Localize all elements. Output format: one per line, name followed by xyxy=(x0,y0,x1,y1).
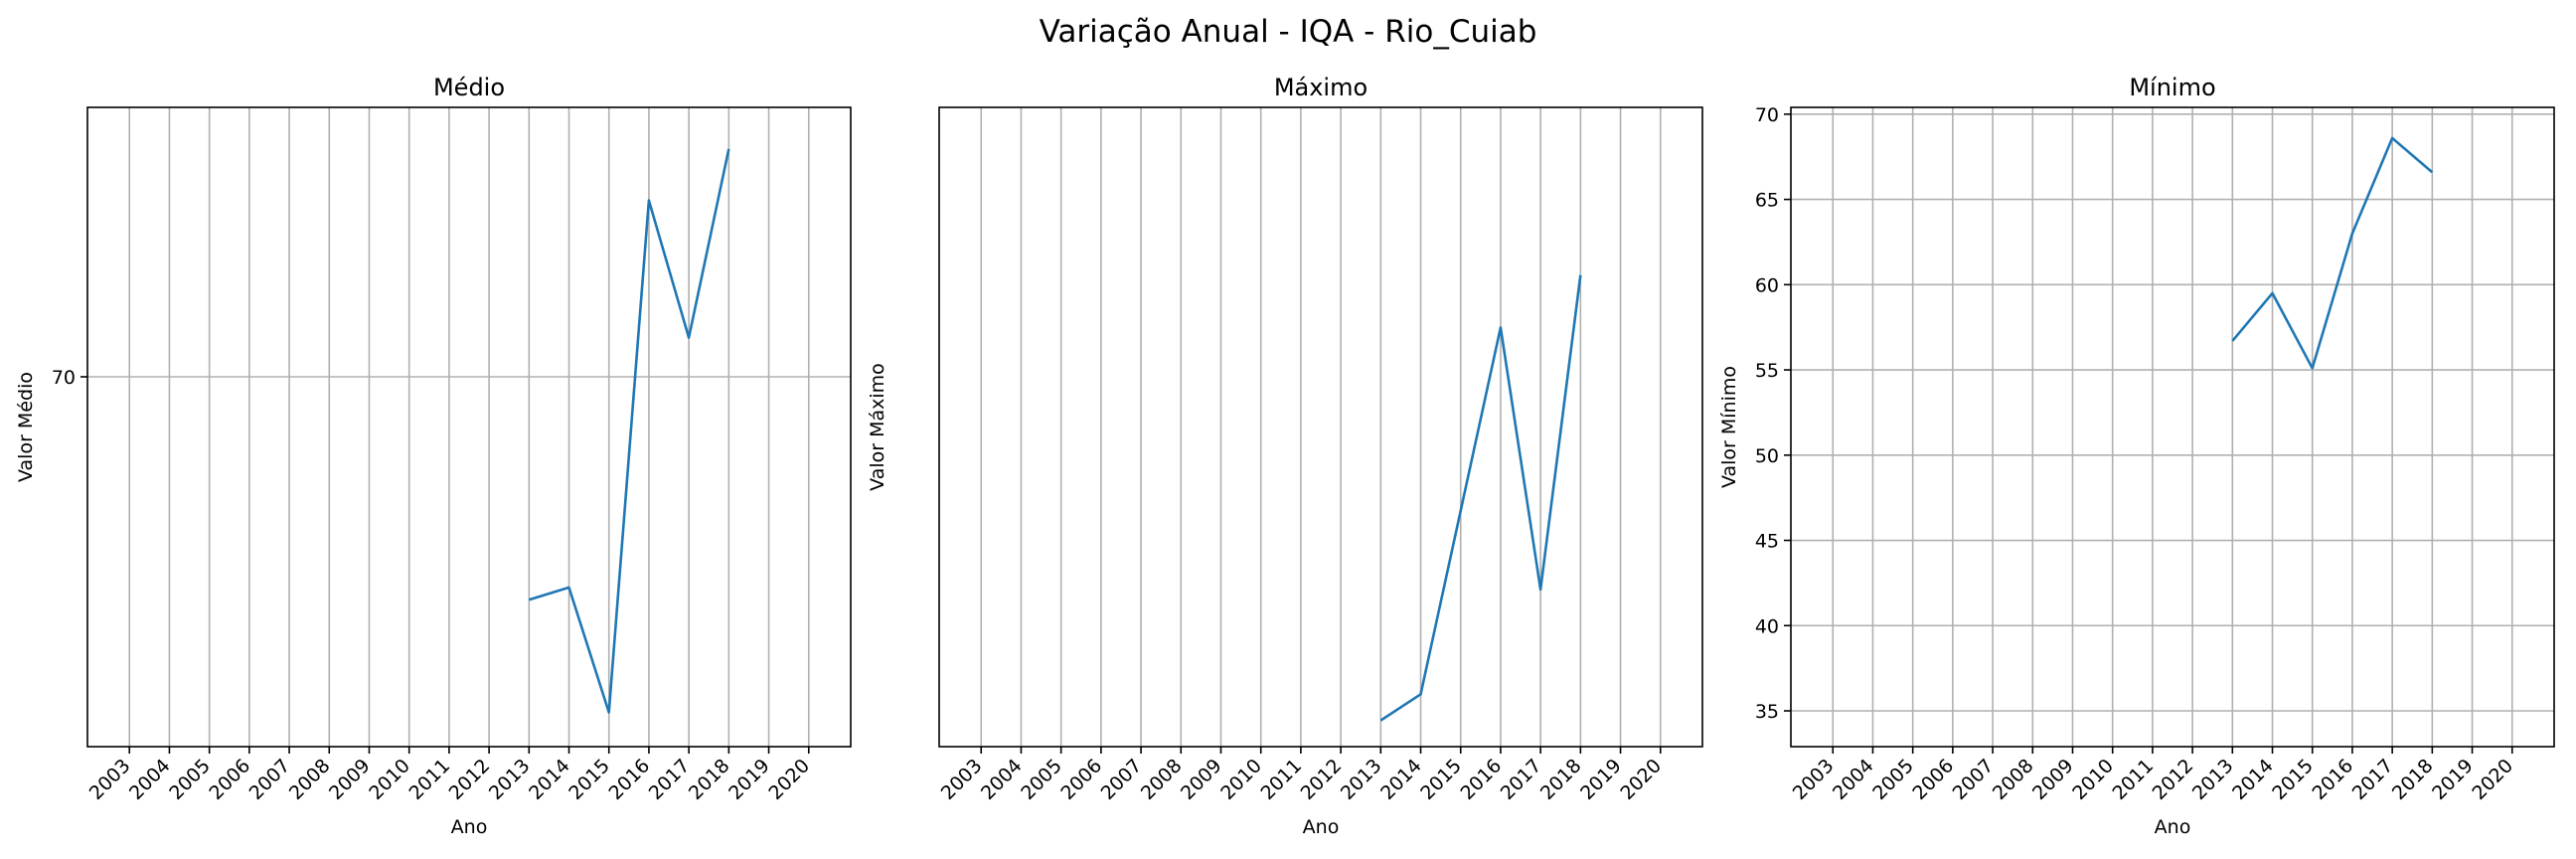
x-tick-label: 2011 xyxy=(404,755,454,804)
x-tick-label: 2019 xyxy=(724,755,774,804)
figure-title: Variação Anual - IQA - Rio_Cuiab xyxy=(1040,14,1537,50)
x-axis-label: Ano xyxy=(2155,816,2191,838)
x-tick-label: 2019 xyxy=(2428,755,2478,804)
x-tick-label: 2012 xyxy=(445,755,495,804)
x-tick-label: 2006 xyxy=(205,755,254,804)
x-tick-label: 2015 xyxy=(1416,755,1466,804)
x-tick-label: 2003 xyxy=(937,755,987,804)
y-tick-label: 35 xyxy=(1755,701,1779,723)
x-tick-label: 2018 xyxy=(685,755,734,804)
x-tick-label: 2015 xyxy=(2268,755,2318,804)
x-tick-label: 2016 xyxy=(604,755,654,804)
x-tick-label: 2012 xyxy=(2149,755,2198,804)
x-tick-label: 2019 xyxy=(1576,755,1626,804)
x-tick-label: 2010 xyxy=(365,755,414,804)
x-tick-label: 2003 xyxy=(85,755,135,804)
y-tick-label: 70 xyxy=(52,367,76,389)
x-tick-label: 2010 xyxy=(2068,755,2118,804)
x-tick-label: 2008 xyxy=(285,755,335,804)
x-tick-label: 2004 xyxy=(1829,755,1878,804)
x-tick-label: 2020 xyxy=(2468,755,2517,804)
panel-maximo: 2003200420052006200720082009201020112012… xyxy=(867,74,1703,838)
x-tick-label: 2005 xyxy=(1017,755,1066,804)
axes-frame xyxy=(938,106,1703,748)
x-tick-label: 2014 xyxy=(2228,755,2278,804)
y-tick-label: 60 xyxy=(1755,274,1779,296)
x-tick-label: 2008 xyxy=(1137,755,1187,804)
x-tick-label: 2017 xyxy=(645,755,695,804)
x-tick-label: 2018 xyxy=(1536,755,1586,804)
x-tick-label: 2007 xyxy=(245,755,295,804)
x-tick-label: 2003 xyxy=(1789,755,1839,804)
x-tick-label: 2013 xyxy=(485,755,535,804)
x-axis-label: Ano xyxy=(451,816,488,838)
y-tick-label: 65 xyxy=(1755,190,1779,212)
x-tick-label: 2007 xyxy=(1949,755,1999,804)
series-line xyxy=(2231,136,2434,370)
y-axis-label: Valor Mínimo xyxy=(1718,366,1740,488)
x-tick-label: 2009 xyxy=(2028,755,2078,804)
axes-frame xyxy=(1790,106,2555,748)
y-tick-label: 45 xyxy=(1755,531,1779,553)
y-axis-label: Valor Máximo xyxy=(867,363,888,491)
panel-title: Médio xyxy=(433,74,505,101)
x-tick-label: 2011 xyxy=(1256,755,1306,804)
x-tick-label: 2005 xyxy=(165,755,215,804)
y-tick-label: 55 xyxy=(1755,360,1779,382)
series-line xyxy=(528,148,730,714)
x-tick-label: 2018 xyxy=(2388,755,2438,804)
x-tick-label: 2020 xyxy=(764,755,814,804)
x-tick-label: 2005 xyxy=(1868,755,1918,804)
x-tick-label: 2020 xyxy=(1616,755,1666,804)
x-tick-label: 2015 xyxy=(564,755,614,804)
x-tick-label: 2006 xyxy=(1056,755,1106,804)
x-tick-label: 2017 xyxy=(2348,755,2398,804)
x-tick-label: 2006 xyxy=(1908,755,1958,804)
x-tick-label: 2016 xyxy=(2308,755,2357,804)
x-axis-label: Ano xyxy=(1303,816,1340,838)
x-tick-label: 2004 xyxy=(977,755,1027,804)
axes-frame xyxy=(86,106,852,748)
x-tick-label: 2007 xyxy=(1097,755,1147,804)
panel-medio: 2003200420052006200720082009201020112012… xyxy=(15,74,852,838)
x-tick-label: 2012 xyxy=(1297,755,1347,804)
y-tick-label: 40 xyxy=(1755,615,1779,637)
y-tick-label: 70 xyxy=(1755,104,1779,126)
series-line xyxy=(1379,274,1582,722)
x-tick-label: 2008 xyxy=(1989,755,2038,804)
x-tick-label: 2010 xyxy=(1216,755,1266,804)
x-tick-label: 2014 xyxy=(1376,755,1426,804)
panel-title: Mínimo xyxy=(2129,74,2215,101)
y-tick-label: 50 xyxy=(1755,445,1779,467)
x-tick-label: 2004 xyxy=(125,755,175,804)
x-tick-label: 2016 xyxy=(1456,755,1506,804)
x-tick-label: 2014 xyxy=(525,755,574,804)
x-tick-label: 2011 xyxy=(2108,755,2158,804)
x-tick-label: 2009 xyxy=(325,755,375,804)
x-tick-label: 2017 xyxy=(1497,755,1546,804)
x-tick-label: 2009 xyxy=(1177,755,1226,804)
x-tick-label: 2013 xyxy=(2188,755,2238,804)
panel-title: Máximo xyxy=(1274,74,1368,101)
y-axis-label: Valor Médio xyxy=(15,372,37,482)
panel-minimo: 2003200420052006200720082009201020112012… xyxy=(1718,74,2555,838)
x-tick-label: 2013 xyxy=(1337,755,1386,804)
